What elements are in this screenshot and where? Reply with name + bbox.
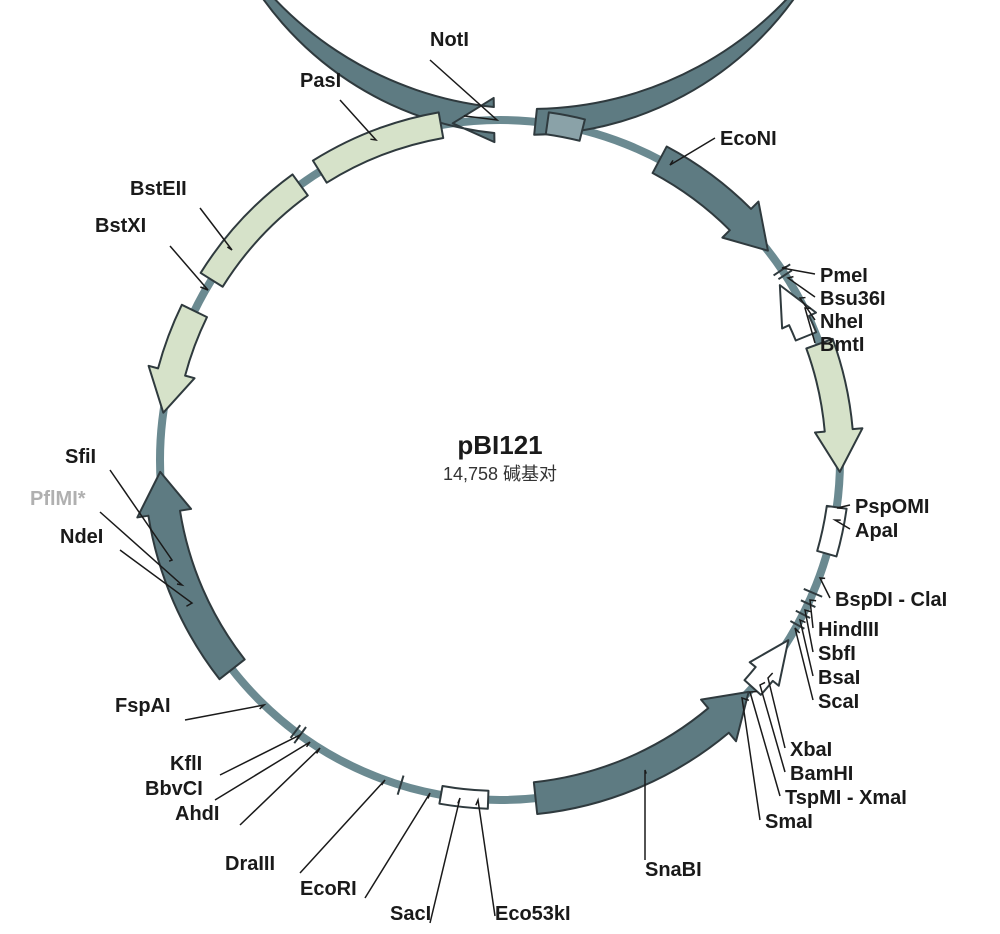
restriction-site-label: PspOMI <box>855 496 929 518</box>
feature-arc <box>806 339 862 472</box>
restriction-site-label: KflI <box>170 753 202 775</box>
restriction-site-label: PasI <box>300 70 341 92</box>
restriction-site-label: FspAI <box>115 695 171 717</box>
restriction-site-label: SmaI <box>765 811 813 833</box>
feature-arc <box>653 147 768 251</box>
leader-line <box>300 780 385 873</box>
restriction-site-label: SacI <box>390 903 431 925</box>
plasmid-title: pBI121 <box>457 430 542 460</box>
leader-line <box>200 208 232 250</box>
restriction-site-label: ApaI <box>855 520 898 542</box>
restriction-site-label: PmeI <box>820 265 868 287</box>
restriction-site-label: DraIII <box>225 853 275 875</box>
leader-line <box>800 620 813 676</box>
restriction-site-label: Eco53kI <box>495 903 571 925</box>
restriction-site-label: BbvCI <box>145 778 203 800</box>
feature-arc <box>744 640 788 695</box>
restriction-site-label: NheI <box>820 311 863 333</box>
restriction-site-label: BstXI <box>95 215 146 237</box>
leader-line <box>820 578 830 598</box>
restriction-site-label: BmtI <box>820 334 864 356</box>
leader-line <box>430 798 460 923</box>
restriction-site-label: SfiI <box>65 446 96 468</box>
leader-line <box>365 793 430 898</box>
restriction-site-label: BamHI <box>790 763 853 785</box>
restriction-site-label: HindIII <box>818 619 879 641</box>
feature-arc <box>313 112 443 182</box>
feature-arc <box>817 506 846 557</box>
leader-line <box>340 100 376 140</box>
restriction-site-label: BstEII <box>130 178 187 200</box>
restriction-site-label: EcoNI <box>720 128 777 150</box>
leader-line <box>476 800 495 916</box>
plasmid-size: 14,758 碱基对 <box>443 464 557 484</box>
restriction-site-label: NotI <box>430 29 469 51</box>
restriction-site-label: SnaBI <box>645 859 702 881</box>
restriction-site-label: XbaI <box>790 739 832 761</box>
leader-line <box>170 246 208 290</box>
restriction-site-label: BspDI - ClaI <box>835 589 947 611</box>
feature-arc <box>439 786 488 809</box>
feature-arc <box>534 692 749 814</box>
leader-line <box>810 600 816 628</box>
restriction-site-label: AhdI <box>175 803 219 825</box>
restriction-site-label: PflMI* <box>30 488 86 510</box>
restriction-site-label: EcoRI <box>300 878 357 900</box>
restriction-site-label: NdeI <box>60 526 103 548</box>
leader-line <box>185 705 264 720</box>
restriction-site-label: ScaI <box>818 691 859 713</box>
restriction-site-label: Bsu36I <box>820 288 886 310</box>
restriction-site-label: SbfI <box>818 643 856 665</box>
feature-arc <box>149 305 207 413</box>
plasmid-map: NotI PasI BstEII BstXI SfiI PflMI* NdeI FspAI Kf… <box>0 0 1000 934</box>
restriction-site-label: TspMI - XmaI <box>785 787 907 809</box>
restriction-site-label: BsaI <box>818 667 860 689</box>
